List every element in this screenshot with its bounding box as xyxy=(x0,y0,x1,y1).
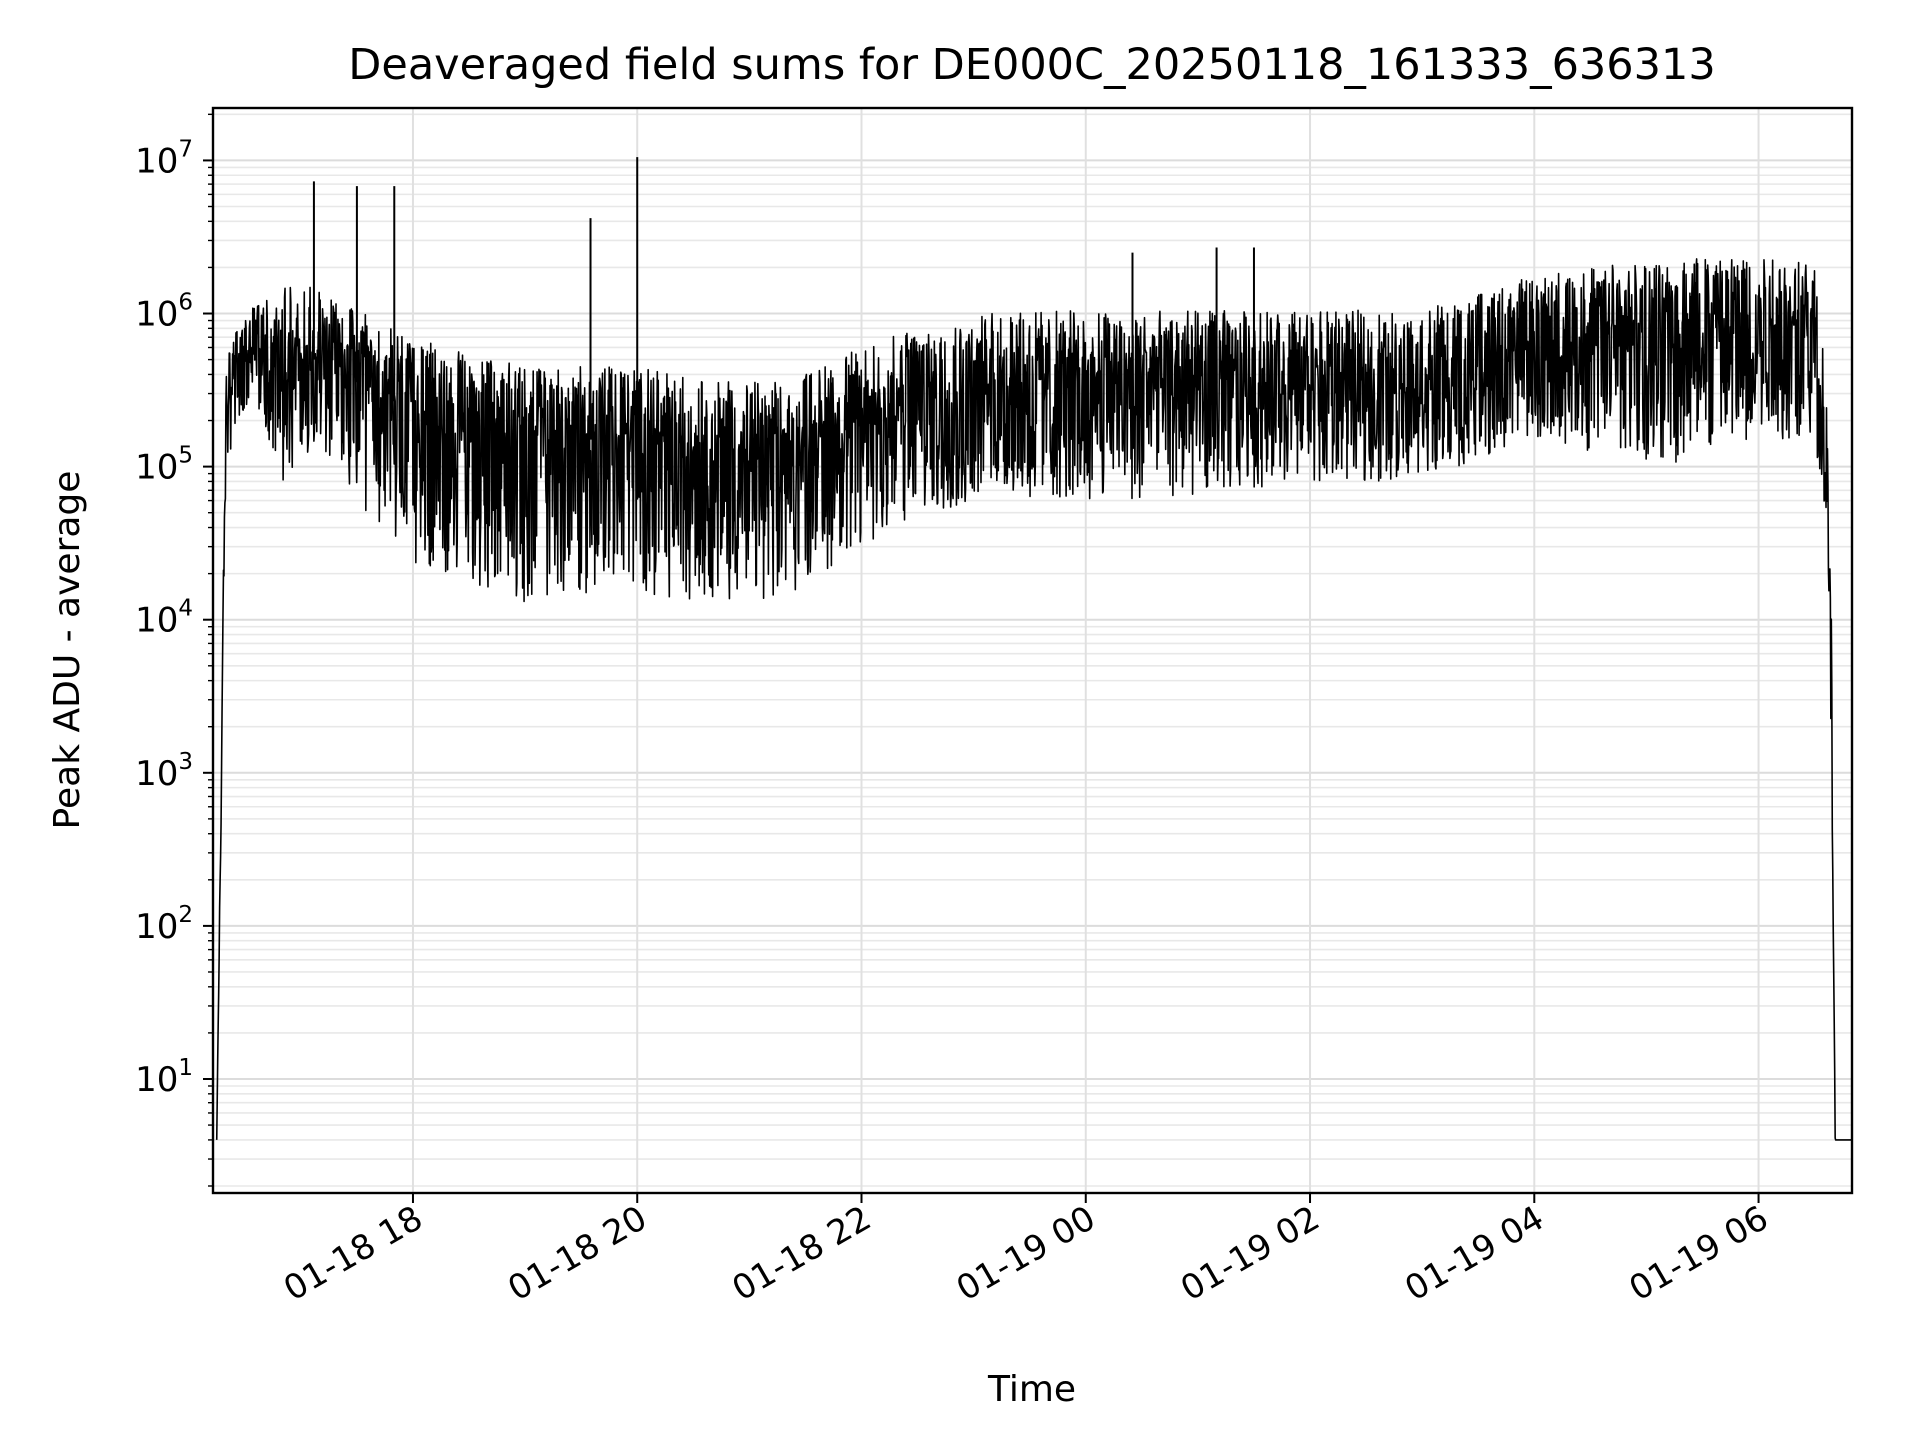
y-tick-base: 10 xyxy=(135,448,178,488)
y-tick-base: 10 xyxy=(135,907,178,947)
y-tick-label: 101 xyxy=(135,1055,193,1100)
series-line xyxy=(215,258,1853,1141)
y-tick-exponent: 2 xyxy=(178,902,193,928)
y-tick-exponent: 4 xyxy=(178,596,193,622)
plot-area xyxy=(213,108,1852,1193)
y-tick-exponent: 7 xyxy=(178,136,193,162)
y-tick-label: 106 xyxy=(135,290,193,335)
grid xyxy=(213,108,1852,1193)
y-tick-exponent: 3 xyxy=(178,749,193,775)
y-tick-label: 104 xyxy=(135,596,193,641)
y-axis-label: Peak ADU - average xyxy=(47,471,88,830)
plot-frame xyxy=(211,106,1854,1195)
y-tick-exponent: 1 xyxy=(178,1055,193,1081)
y-tick-base: 10 xyxy=(135,601,178,641)
series-layer xyxy=(215,157,1853,1141)
y-tick-label: 105 xyxy=(135,443,193,488)
x-axis-label: Time xyxy=(987,1369,1076,1410)
chart-title: Deaveraged field sums for DE000C_2025011… xyxy=(348,40,1715,90)
y-tick-exponent: 6 xyxy=(178,290,193,316)
y-tick-label: 107 xyxy=(135,136,193,181)
y-tick-label: 103 xyxy=(135,749,193,794)
y-tick-base: 10 xyxy=(135,295,178,335)
y-tick-base: 10 xyxy=(135,141,178,181)
y-tick-exponent: 5 xyxy=(178,443,193,469)
y-tick-label: 102 xyxy=(135,902,193,947)
y-tick-base: 10 xyxy=(135,1060,178,1100)
y-tick-base: 10 xyxy=(135,754,178,794)
